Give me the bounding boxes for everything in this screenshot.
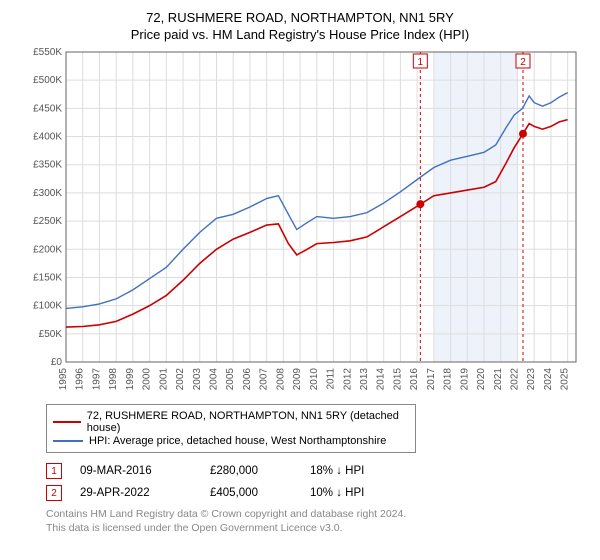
transaction-price: £280,000 — [210, 465, 310, 477]
svg-text:£0: £0 — [51, 357, 63, 368]
legend-row-subject: 72, RUSHMERE ROAD, NORTHAMPTON, NN1 5RY … — [53, 410, 409, 434]
svg-text:1: 1 — [418, 57, 424, 68]
svg-text:£500K: £500K — [33, 75, 62, 86]
svg-text:2012: 2012 — [342, 368, 353, 391]
price-chart: £0 £50K £100K £150K £200K £250K £300K £350K £400… — [20, 46, 580, 396]
svg-text:2016: 2016 — [409, 368, 420, 391]
svg-text:2008: 2008 — [275, 368, 286, 391]
svg-text:2024: 2024 — [543, 368, 554, 391]
svg-text:2001: 2001 — [158, 368, 169, 391]
svg-text:2022: 2022 — [509, 368, 520, 391]
transaction-row: 1 09-MAR-2016 £280,000 18% ↓ HPI — [46, 463, 600, 479]
svg-text:£350K: £350K — [33, 160, 62, 171]
svg-text:2025: 2025 — [560, 368, 571, 391]
svg-text:1999: 1999 — [125, 368, 136, 391]
svg-text:2013: 2013 — [359, 368, 370, 391]
svg-text:2019: 2019 — [459, 368, 470, 391]
svg-text:2011: 2011 — [326, 368, 337, 390]
transaction-row: 2 29-APR-2022 £405,000 10% ↓ HPI — [46, 485, 600, 501]
svg-text:2007: 2007 — [259, 368, 270, 391]
svg-text:2021: 2021 — [493, 368, 504, 391]
svg-text:2003: 2003 — [192, 368, 203, 391]
svg-text:1996: 1996 — [75, 368, 86, 391]
svg-text:2: 2 — [520, 57, 526, 68]
transaction-price: £405,000 — [210, 487, 310, 499]
svg-text:2017: 2017 — [426, 368, 437, 391]
legend-label-subject: 72, RUSHMERE ROAD, NORTHAMPTON, NN1 5RY … — [87, 410, 409, 434]
footer-line1: Contains HM Land Registry data © Crown c… — [46, 507, 600, 521]
page-subtitle: Price paid vs. HM Land Registry's House … — [0, 27, 600, 42]
svg-text:2023: 2023 — [526, 368, 537, 391]
svg-text:2010: 2010 — [309, 368, 320, 391]
svg-text:2014: 2014 — [376, 368, 387, 391]
svg-text:£150K: £150K — [33, 272, 62, 283]
svg-text:£200K: £200K — [33, 244, 62, 255]
page-title: 72, RUSHMERE ROAD, NORTHAMPTON, NN1 5RY — [0, 10, 600, 25]
footer: Contains HM Land Registry data © Crown c… — [46, 507, 600, 535]
transaction-marker-icon: 2 — [46, 485, 62, 501]
legend-row-hpi: HPI: Average price, detached house, West… — [53, 435, 409, 447]
legend-swatch-subject — [53, 421, 81, 423]
transaction-delta: 10% ↓ HPI — [310, 487, 430, 499]
svg-text:£50K: £50K — [39, 329, 63, 340]
svg-text:£400K: £400K — [33, 132, 62, 143]
svg-text:1998: 1998 — [108, 368, 119, 391]
svg-text:2004: 2004 — [208, 368, 219, 391]
svg-text:2006: 2006 — [242, 368, 253, 391]
svg-text:2009: 2009 — [292, 368, 303, 391]
svg-text:£100K: £100K — [33, 301, 62, 312]
legend-label-hpi: HPI: Average price, detached house, West… — [89, 435, 386, 447]
svg-text:2000: 2000 — [142, 368, 153, 391]
svg-text:2020: 2020 — [476, 368, 487, 391]
footer-line2: This data is licensed under the Open Gov… — [46, 521, 600, 535]
svg-text:£450K: £450K — [33, 103, 62, 114]
legend-box: 72, RUSHMERE ROAD, NORTHAMPTON, NN1 5RY … — [46, 404, 416, 453]
transactions: 1 09-MAR-2016 £280,000 18% ↓ HPI 2 29-AP… — [46, 463, 600, 501]
svg-text:£250K: £250K — [33, 216, 62, 227]
transaction-date: 09-MAR-2016 — [80, 465, 210, 477]
svg-text:1997: 1997 — [91, 368, 102, 391]
svg-text:2018: 2018 — [443, 368, 454, 391]
svg-text:£300K: £300K — [33, 188, 62, 199]
transaction-date: 29-APR-2022 — [80, 487, 210, 499]
transaction-delta: 18% ↓ HPI — [310, 465, 430, 477]
svg-text:£550K: £550K — [33, 47, 62, 58]
legend-swatch-hpi — [53, 440, 83, 442]
svg-text:2005: 2005 — [225, 368, 236, 391]
svg-text:2002: 2002 — [175, 368, 186, 391]
svg-text:2015: 2015 — [392, 368, 403, 391]
transaction-marker-icon: 1 — [46, 463, 62, 479]
svg-text:1995: 1995 — [58, 368, 69, 391]
